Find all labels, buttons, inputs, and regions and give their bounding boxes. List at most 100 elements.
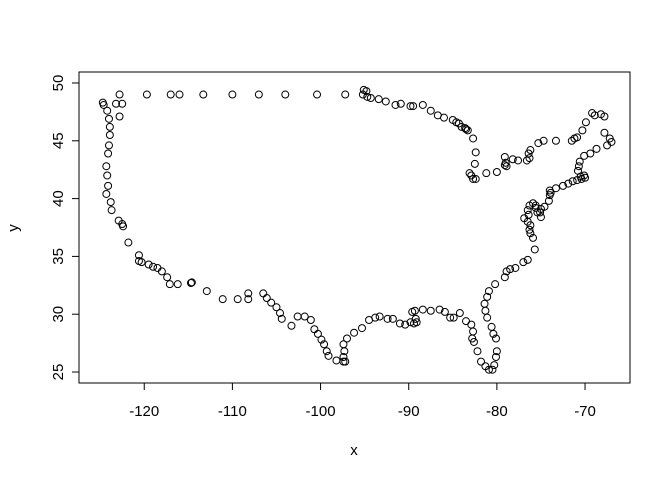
point	[118, 99, 127, 108]
x-tick-label: -100	[306, 403, 336, 420]
point	[412, 318, 421, 327]
point	[529, 233, 538, 242]
point	[580, 171, 589, 180]
point	[341, 357, 350, 366]
point	[551, 136, 560, 145]
point	[300, 312, 309, 321]
point	[540, 202, 549, 211]
point	[341, 90, 350, 99]
point	[137, 258, 146, 267]
point	[536, 213, 545, 222]
point	[433, 111, 442, 120]
y-tick-label: 45	[50, 132, 67, 149]
point	[320, 340, 329, 349]
point	[605, 134, 614, 143]
point	[410, 306, 419, 315]
point	[293, 312, 302, 321]
point	[578, 126, 587, 135]
point	[409, 102, 418, 111]
point	[484, 365, 493, 374]
point	[531, 203, 540, 212]
point	[115, 90, 124, 99]
point	[525, 225, 534, 234]
point	[107, 206, 116, 215]
point	[105, 122, 114, 131]
point	[539, 136, 548, 145]
point	[469, 337, 478, 346]
point	[523, 206, 532, 215]
point	[313, 329, 322, 338]
point	[592, 144, 601, 153]
y-tick-label: 35	[50, 248, 67, 265]
point	[502, 162, 511, 171]
point	[596, 110, 605, 119]
point	[332, 356, 341, 365]
point	[525, 154, 534, 163]
point	[276, 309, 285, 318]
point	[381, 97, 390, 106]
point	[259, 289, 268, 298]
point	[310, 325, 319, 334]
point	[363, 92, 372, 101]
point	[508, 155, 517, 164]
point	[166, 90, 175, 99]
point	[564, 179, 573, 188]
point	[568, 177, 577, 186]
point	[371, 313, 380, 322]
point	[317, 335, 326, 344]
x-tick-label: -110	[218, 403, 247, 420]
point	[448, 115, 457, 124]
point	[469, 134, 478, 143]
point	[322, 347, 331, 356]
point	[426, 306, 435, 315]
point	[480, 299, 489, 308]
point	[573, 166, 582, 175]
point	[357, 324, 366, 333]
point	[142, 90, 151, 99]
point	[492, 347, 501, 356]
point	[144, 260, 153, 269]
point	[467, 320, 476, 329]
point	[134, 251, 143, 260]
x-axis-label: x	[350, 442, 358, 459]
point	[491, 334, 500, 343]
x-tick-label: -90	[398, 403, 420, 420]
point	[391, 100, 400, 109]
y-tick-label: 25	[50, 364, 67, 381]
point	[536, 208, 545, 217]
x-tick-label: -70	[574, 403, 596, 420]
point	[588, 109, 597, 118]
x-tick-label: -80	[486, 403, 508, 420]
point	[483, 292, 492, 301]
point	[490, 361, 499, 370]
point	[506, 265, 515, 274]
point	[383, 314, 392, 323]
point	[102, 162, 111, 171]
point	[469, 327, 478, 336]
point	[570, 134, 579, 143]
point	[103, 171, 112, 180]
point	[233, 295, 242, 304]
point	[104, 149, 113, 158]
point	[165, 280, 174, 289]
point	[401, 320, 410, 329]
point	[350, 328, 359, 337]
point	[119, 222, 128, 231]
point	[418, 305, 427, 314]
point	[411, 314, 420, 323]
plot-frame	[78, 71, 631, 384]
point	[396, 99, 405, 108]
point	[488, 365, 497, 374]
point	[199, 90, 208, 99]
point	[218, 295, 227, 304]
y-tick-label: 50	[50, 75, 67, 92]
point	[522, 156, 531, 165]
point	[484, 287, 493, 296]
point	[440, 307, 449, 316]
point	[463, 126, 472, 135]
point	[449, 313, 458, 322]
point	[262, 294, 271, 303]
point	[519, 258, 528, 267]
point	[491, 352, 500, 361]
point	[406, 102, 415, 111]
